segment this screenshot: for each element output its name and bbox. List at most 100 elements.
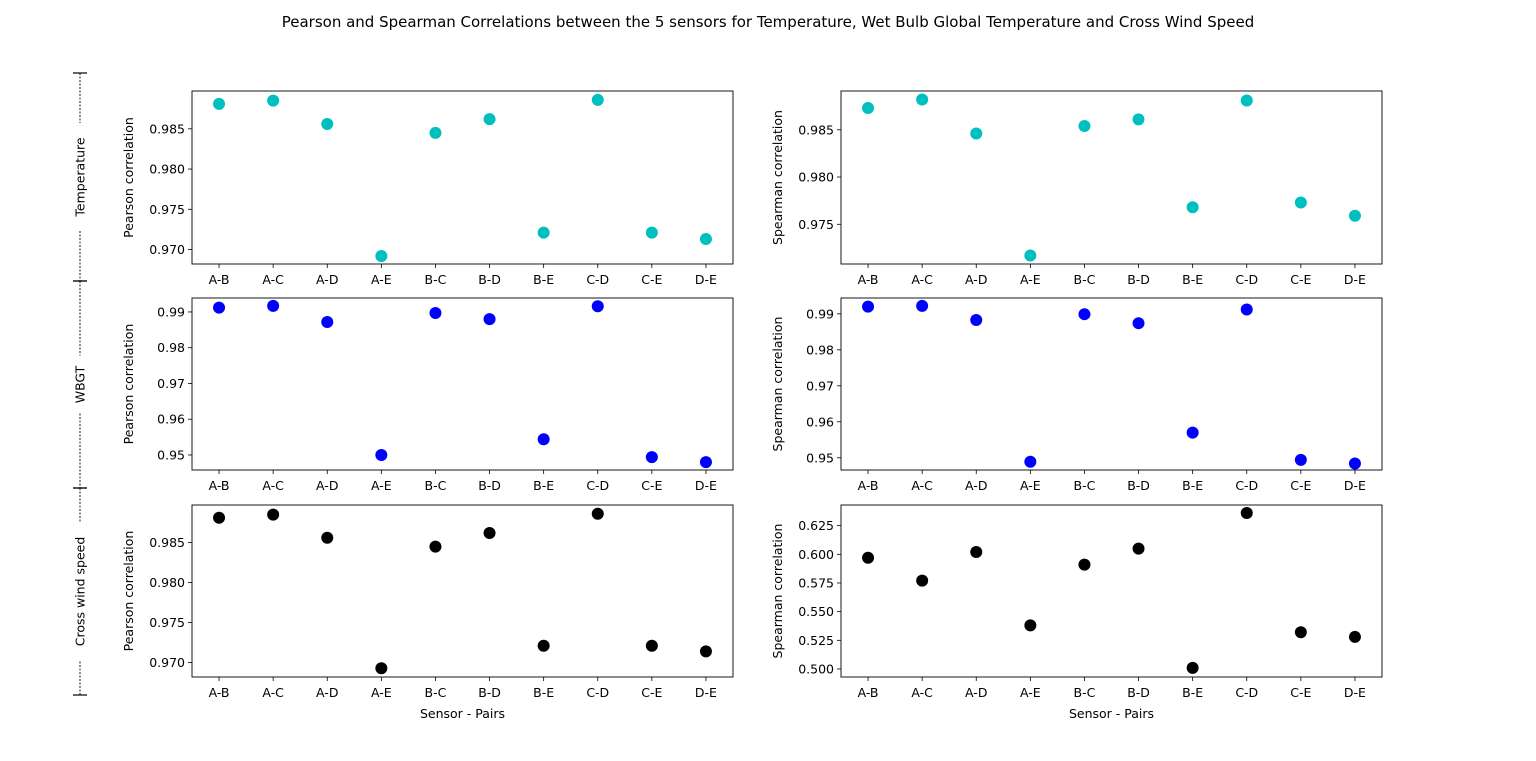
data-point — [1078, 119, 1091, 132]
x-tick-label: C-E — [1290, 478, 1311, 493]
x-tick-label: B-E — [1182, 685, 1203, 700]
y-axis-label: Spearman correlation — [770, 317, 785, 452]
plot-frame — [191, 297, 734, 471]
y-axis-label: Spearman correlation — [770, 524, 785, 659]
x-tick-label: B-C — [1074, 272, 1096, 287]
x-tick-label: A-C — [262, 272, 284, 287]
y-tick-label: 0.625 — [798, 518, 834, 533]
data-point — [429, 540, 442, 553]
data-point — [1240, 507, 1253, 520]
data-point — [1294, 626, 1307, 639]
data-point — [375, 249, 388, 262]
data-point — [1294, 196, 1307, 209]
data-point — [916, 574, 929, 587]
data-point — [483, 113, 496, 126]
data-point — [970, 127, 983, 140]
y-tick-label: 0.975 — [798, 217, 834, 232]
row-label: Cross wind speed — [73, 537, 88, 647]
data-point — [267, 299, 280, 312]
y-tick-label: 0.985 — [149, 535, 185, 550]
y-tick-label: 0.975 — [149, 615, 185, 630]
plot-frame — [840, 504, 1383, 678]
y-tick-label: 0.975 — [149, 202, 185, 217]
chart-panel-wbgt-pearson: 0.95 0.96 0.97 0.98 0.99 A-B A-C A-D A-E B-C B-D B-… — [121, 297, 734, 493]
data-point — [1348, 457, 1361, 470]
data-point — [1132, 317, 1145, 330]
y-tick-label: 0.980 — [149, 575, 185, 590]
y-tick-label: 0.980 — [149, 162, 185, 177]
y-tick-label: 0.575 — [798, 575, 834, 590]
x-tick-label: D-E — [1344, 478, 1366, 493]
y-tick-label: 0.99 — [157, 304, 185, 319]
data-point — [862, 300, 875, 313]
row-bracket: WBGT — [73, 280, 88, 489]
data-point — [1240, 94, 1253, 107]
x-tick-label: A-B — [209, 272, 230, 287]
x-tick-label: C-D — [586, 685, 609, 700]
x-axis-label: Sensor - Pairs — [420, 706, 505, 721]
x-tick-label: A-D — [316, 685, 338, 700]
y-tick-label: 0.98 — [157, 340, 185, 355]
data-point — [1186, 661, 1199, 674]
y-tick-label: 0.970 — [149, 655, 185, 670]
data-point — [1186, 426, 1199, 439]
data-point — [321, 531, 334, 544]
data-point — [1348, 209, 1361, 222]
y-tick-label: 0.980 — [798, 170, 834, 185]
x-tick-label: B-D — [478, 272, 501, 287]
x-tick-label: A-E — [371, 685, 392, 700]
y-tick-label: 0.985 — [798, 122, 834, 137]
data-point — [537, 226, 550, 239]
x-tick-label: B-E — [533, 478, 554, 493]
data-point — [1078, 558, 1091, 571]
y-axis-label: Pearson correlation — [121, 117, 136, 238]
data-point — [267, 508, 280, 521]
x-tick-label: A-E — [1020, 478, 1041, 493]
data-point — [375, 448, 388, 461]
data-point — [537, 639, 550, 652]
data-point — [429, 126, 442, 139]
x-tick-label: C-D — [1235, 685, 1258, 700]
x-tick-label: A-C — [911, 685, 933, 700]
x-tick-label: A-C — [911, 272, 933, 287]
x-tick-label: A-C — [911, 478, 933, 493]
x-tick-label: A-B — [209, 685, 230, 700]
x-tick-label: B-D — [1127, 272, 1150, 287]
data-point — [1078, 308, 1091, 321]
x-tick-label: C-E — [1290, 272, 1311, 287]
x-tick-label: A-B — [209, 478, 230, 493]
plot-frame — [191, 90, 734, 265]
x-tick-label: B-D — [1127, 685, 1150, 700]
y-tick-label: 0.97 — [806, 378, 834, 393]
x-tick-label: B-E — [1182, 478, 1203, 493]
x-tick-label: B-C — [1074, 478, 1096, 493]
data-point — [1348, 630, 1361, 643]
x-tick-label: A-E — [1020, 685, 1041, 700]
x-tick-label: B-D — [478, 685, 501, 700]
row-label: WBGT — [73, 365, 88, 403]
chart-panel-temp-pearson: 0.970 0.975 0.980 0.985 A-B A-C A-D A-E B-C B-D B-… — [121, 90, 734, 287]
x-tick-label: C-D — [586, 272, 609, 287]
data-point — [699, 456, 712, 469]
y-tick-label: 0.525 — [798, 633, 834, 648]
data-point — [862, 102, 875, 115]
x-tick-label: A-D — [316, 272, 338, 287]
x-tick-label: B-C — [425, 272, 447, 287]
x-axis-label: Sensor - Pairs — [1069, 706, 1154, 721]
x-tick-label: A-D — [965, 685, 987, 700]
x-tick-label: C-D — [1235, 272, 1258, 287]
data-point — [375, 662, 388, 675]
data-point — [429, 307, 442, 320]
y-tick-label: 0.95 — [806, 450, 834, 465]
x-tick-label: B-E — [533, 272, 554, 287]
data-point — [483, 313, 496, 326]
data-point — [645, 451, 658, 464]
y-tick-label: 0.985 — [149, 121, 185, 136]
chart-panel-wind-spearman: 0.500 0.525 0.550 0.575 0.600 0.625 A-B A-C A-D A… — [770, 504, 1383, 721]
x-tick-label: C-E — [641, 272, 662, 287]
data-point — [213, 511, 226, 524]
y-tick-label: 0.970 — [149, 242, 185, 257]
y-tick-label: 0.600 — [798, 547, 834, 562]
data-point — [645, 226, 658, 239]
data-point — [321, 315, 334, 328]
